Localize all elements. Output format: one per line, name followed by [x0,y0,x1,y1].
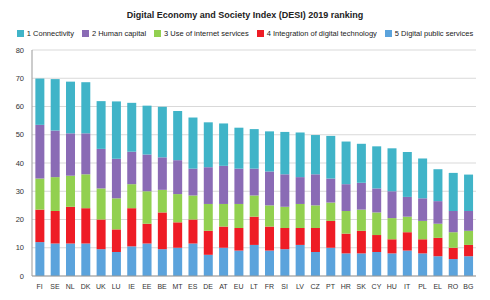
svg-text:80: 80 [16,46,24,55]
svg-text:NL: NL [66,283,75,290]
svg-text:70: 70 [16,74,24,83]
svg-text:BG: BG [463,283,473,290]
svg-text:EU: EU [234,283,244,290]
svg-text:AT: AT [219,283,228,290]
svg-text:SK: SK [357,283,367,290]
svg-text:BE: BE [157,283,167,290]
svg-text:0: 0 [20,272,24,281]
svg-text:EL: EL [433,283,442,290]
svg-text:PT: PT [326,283,336,290]
html-text:2 Human capital: 2 Human capital [91,28,147,38]
svg-text:HR: HR [341,283,351,290]
html-text:5 Digital public services: 5 Digital public services [394,28,474,38]
svg-text:SE: SE [50,283,60,290]
svg-text:FR: FR [265,283,274,290]
svg-text:IT: IT [404,283,411,290]
html-text:3 Use of internet services: 3 Use of internet services [164,28,249,38]
svg-text:LT: LT [250,283,258,290]
svg-text:IE: IE [128,283,135,290]
svg-text:20: 20 [16,215,24,224]
svg-text:LU: LU [112,283,121,290]
svg-text:50: 50 [16,130,24,139]
svg-text:HU: HU [387,283,397,290]
svg-text:EE: EE [142,283,152,290]
svg-text:CZ: CZ [311,283,321,290]
svg-text:UK: UK [96,283,106,290]
svg-text:40: 40 [16,159,24,168]
svg-text:DE: DE [203,283,213,290]
svg-text:30: 30 [16,187,24,196]
svg-text:10: 10 [16,243,24,252]
svg-text:LV: LV [296,283,304,290]
html-text:Digital Economy and Society In: Digital Economy and Society Index (DESI)… [126,10,364,20]
svg-text:FI: FI [37,283,43,290]
html-text:1 Connectivity: 1 Connectivity [26,28,74,38]
svg-text:60: 60 [16,102,24,111]
svg-text:CY: CY [372,283,382,290]
svg-text:ES: ES [188,283,198,290]
svg-text:SI: SI [281,283,288,290]
html-text:4 Integration of digital techn: 4 Integration of digital technology [266,28,377,38]
svg-text:PL: PL [418,283,427,290]
svg-text:DK: DK [81,283,91,290]
svg-text:RO: RO [448,283,459,290]
svg-text:MT: MT [172,283,183,290]
